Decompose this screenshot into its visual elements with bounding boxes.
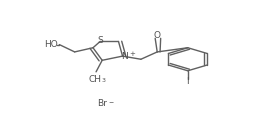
Text: 3: 3 (102, 78, 106, 83)
Text: N: N (121, 52, 128, 61)
Text: HO: HO (44, 40, 58, 49)
Text: +: + (129, 51, 135, 57)
Text: CH: CH (89, 75, 102, 84)
Text: −: − (108, 99, 113, 104)
Text: S: S (97, 36, 103, 45)
Text: Br: Br (97, 99, 107, 108)
Text: I: I (186, 77, 189, 86)
Text: O: O (153, 31, 160, 40)
